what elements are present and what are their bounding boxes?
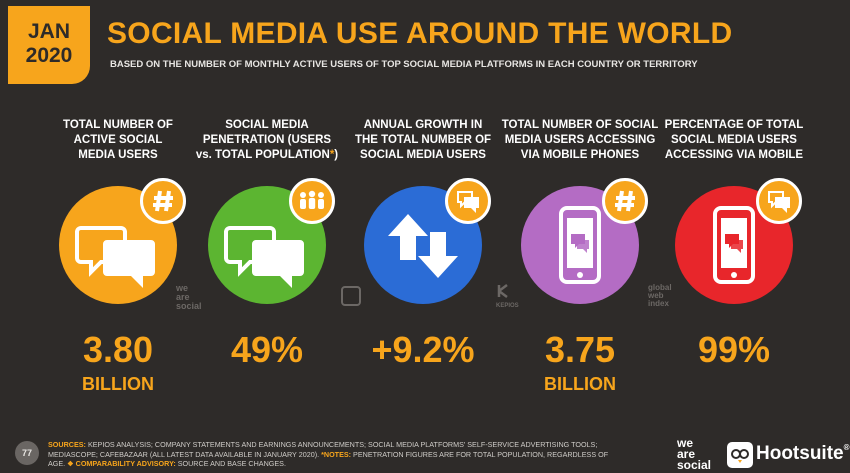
people-icon: [300, 190, 324, 209]
page-subtitle: BASED ON THE NUMBER OF MONTHLY ACTIVE US…: [110, 59, 698, 70]
mobile-phone-icon: [713, 206, 755, 284]
badge-year: 2020: [25, 44, 73, 67]
hashtag-badge: [602, 178, 648, 224]
owl-icon: [731, 449, 749, 463]
hootsuite-owl-icon: [727, 442, 753, 468]
stat-label: TOTAL NUMBER OF ACTIVE SOCIAL MEDIA USER…: [63, 119, 173, 161]
stat-circle: [59, 186, 177, 304]
owl-watermark-icon: [341, 286, 361, 306]
hashtag-icon: [615, 190, 635, 212]
badge-month: JAN: [27, 20, 70, 43]
speech-bubble-icon: [768, 191, 790, 213]
wearesocial-watermark: we are social: [176, 283, 202, 311]
stat-label: PERCENTAGE OF TOTAL SOCIAL MEDIA USERS A…: [664, 119, 804, 161]
wearesocial-logo: we are social: [677, 436, 712, 472]
stat-value: 3.80: [82, 329, 154, 370]
kepios-logo-icon: [497, 284, 508, 298]
speech-bubbles-icon: [75, 226, 155, 288]
stat-value: +9.2%: [371, 329, 475, 370]
stat-value: 99%: [697, 329, 771, 370]
stat-value: 3.75: [544, 329, 616, 370]
stat-label: SOCIAL MEDIA PENETRATION (USERS vs. TOTA…: [195, 119, 339, 161]
up-down-arrows-icon: [388, 214, 458, 278]
stat-label: ANNUAL GROWTH IN THE TOTAL NUMBER OF SOC…: [354, 119, 492, 161]
hootsuite-logo: Hootsuite®: [756, 443, 850, 464]
speech-bubble-badge: [445, 178, 491, 224]
speech-bubble-badge: [756, 178, 802, 224]
gwi-watermark: global web index: [648, 283, 672, 308]
stat-unit: BILLION: [544, 374, 616, 394]
people-badge: [289, 178, 335, 224]
page-number: 77: [15, 441, 39, 465]
sources-text: SOURCES: KEPIOS ANALYSIS; COMPANY STATEM…: [48, 440, 609, 468]
stat-unit: BILLION: [82, 374, 154, 394]
speech-bubble-icon: [457, 191, 479, 213]
stat-value: 49%: [230, 329, 304, 370]
kepios-watermark: KEPIOS: [496, 284, 519, 311]
hashtag-icon: [153, 190, 173, 212]
stat-label: TOTAL NUMBER OF SOCIAL MEDIA USERS ACCES…: [501, 119, 659, 161]
page-title: SOCIAL MEDIA USE AROUND THE WORLD: [107, 17, 733, 50]
date-badge: JAN 2020: [8, 6, 90, 84]
hashtag-badge: [140, 178, 186, 224]
speech-bubbles-icon: [224, 226, 304, 288]
mobile-phone-icon: [559, 206, 601, 284]
